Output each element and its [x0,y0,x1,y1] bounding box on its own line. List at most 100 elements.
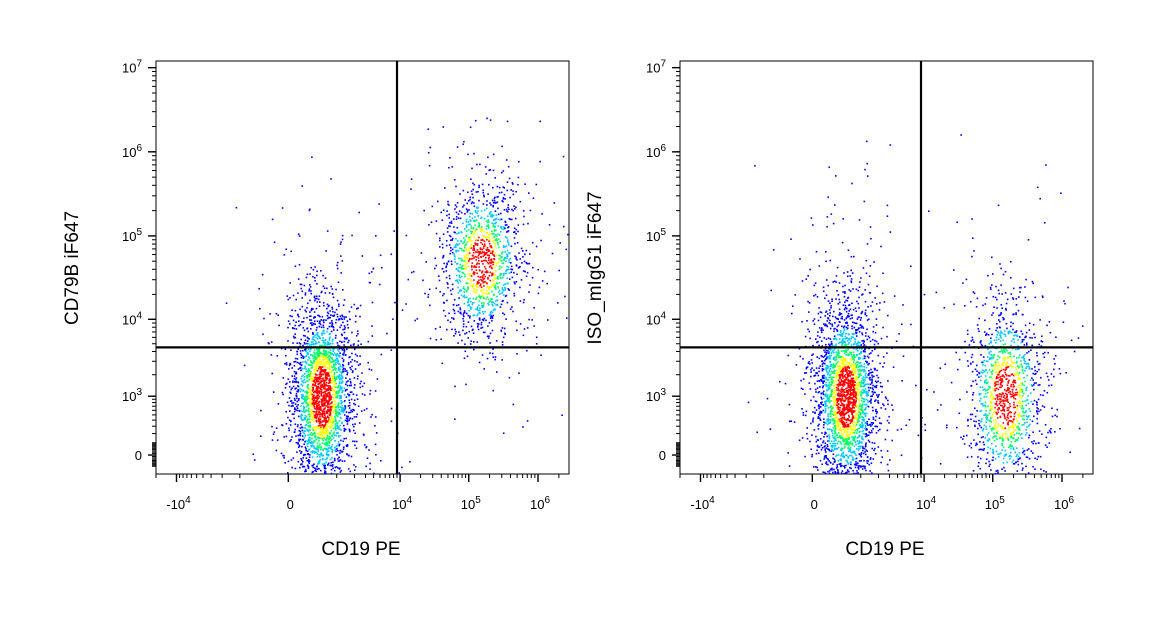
scatter-point [338,428,340,430]
scatter-point [370,369,373,371]
scatter-point [327,441,330,444]
scatter-point [470,258,473,260]
scatter-point [844,335,847,338]
scatter-point [330,325,333,328]
scatter-point [871,338,874,341]
scatter-point [326,445,328,447]
scatter-point [466,209,469,212]
scatter-point [505,231,508,233]
scatter-point [311,398,314,400]
scatter-point [317,437,319,439]
scatter-point [843,272,845,274]
scatter-point [881,456,883,458]
scatter-point [317,383,320,385]
scatter-point [558,269,560,272]
scatter-point [472,249,474,251]
scatter-point [302,461,304,463]
scatter-point [291,367,293,369]
scatter-point [350,306,353,308]
scatter-point [539,120,541,123]
scatter-point [319,433,322,436]
scatter-point [839,436,842,439]
scatter-point [454,418,456,420]
scatter-point [486,357,489,360]
scatter-point [528,318,530,321]
scatter-point [461,339,463,342]
scatter-point [325,439,328,441]
scatter-point [476,212,478,214]
scatter-point [472,252,475,254]
scatter-point [286,401,289,404]
scatter-point [452,308,455,311]
scatter-point [320,432,323,435]
scatter-point [477,254,480,257]
scatter-point [326,388,328,390]
scatter-point [465,221,467,223]
scatter-point [321,385,323,387]
scatter-point [287,472,289,474]
scatter-point [801,408,803,410]
scatter-point [316,398,319,401]
scatter-point [837,360,840,363]
scatter-point [313,416,315,419]
scatter-point [327,372,330,374]
scatter-point [299,388,301,390]
scatter-point [478,236,480,239]
scatter-point [857,445,860,448]
scatter-point [339,416,342,419]
scatter-point [343,408,345,410]
scatter-point [472,226,475,229]
scatter-point [827,317,829,319]
scatter-point [487,156,489,159]
scatter-point [310,370,312,373]
scatter-point [306,429,309,432]
scatter-point [288,368,290,370]
scatter-point [852,384,854,387]
scatter-point [307,302,309,305]
scatter-point [478,361,481,364]
scatter-point [429,337,432,340]
scatter-point [850,419,853,421]
scatter-point [285,363,288,366]
scatter-point [826,225,828,228]
scatter-point [354,320,357,323]
scatter-point [471,167,473,170]
scatter-point [470,275,473,277]
scatter-point [410,178,413,180]
scatter-point [340,469,342,472]
scatter-point [297,404,299,406]
scatter-point [315,397,318,399]
scatter-point [460,267,463,270]
scatter-point [345,411,348,413]
scatter-point [465,218,468,221]
scatter-point [489,119,492,121]
scatter-point [471,262,474,264]
scatter-point [356,398,359,400]
scatter-point [341,460,344,462]
scatter-point [308,391,311,393]
scatter-point [845,387,847,390]
scatter-point [334,423,337,425]
scatter-point [519,258,521,260]
scatter-point [336,427,339,430]
scatter-point [498,289,501,292]
scatter-point [877,342,879,345]
scatter-point [821,463,823,466]
scatter-point [322,398,324,401]
scatter-point [302,344,304,347]
scatter-point [875,381,878,384]
scatter-point [825,462,827,465]
scatter-point [332,374,334,377]
scatter-point [313,316,316,318]
scatter-point [308,436,310,439]
scatter-point [493,229,496,231]
scatter-point [351,365,353,368]
scatter-point [334,426,336,429]
scatter-point [472,272,475,275]
scatter-point [333,383,335,386]
scatter-point [831,449,834,452]
scatter-point [448,234,451,237]
scatter-point [252,453,255,456]
scatter-point [313,450,316,453]
scatter-point [838,413,841,415]
